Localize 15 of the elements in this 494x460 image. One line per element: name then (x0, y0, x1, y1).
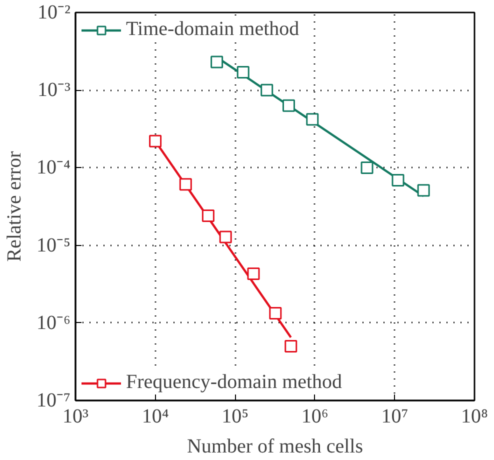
legend-label: Time-domain method (126, 18, 300, 41)
y-tick-label: 10⁻⁴ (36, 156, 71, 179)
y-tick-label: 10⁻⁶ (36, 312, 71, 334)
x-tick-label: 10⁴ (142, 406, 169, 428)
x-axis-title: Number of mesh cells (186, 436, 364, 458)
x-tick-label: 10⁵ (222, 406, 249, 428)
x-tick-label: 10³ (62, 406, 88, 428)
y-tick-label: 10⁻² (38, 2, 71, 24)
y-tick-label: 10⁻⁵ (36, 234, 71, 256)
x-tick-label: 10⁸ (461, 406, 488, 428)
x-tick-label: 10⁷ (381, 406, 408, 428)
y-tick-label: 10⁻³ (38, 79, 71, 102)
y-axis-title: Relative error (4, 150, 26, 262)
x-tick-label: 10⁶ (301, 406, 328, 428)
legend-label: Frequency-domain method (126, 371, 342, 394)
